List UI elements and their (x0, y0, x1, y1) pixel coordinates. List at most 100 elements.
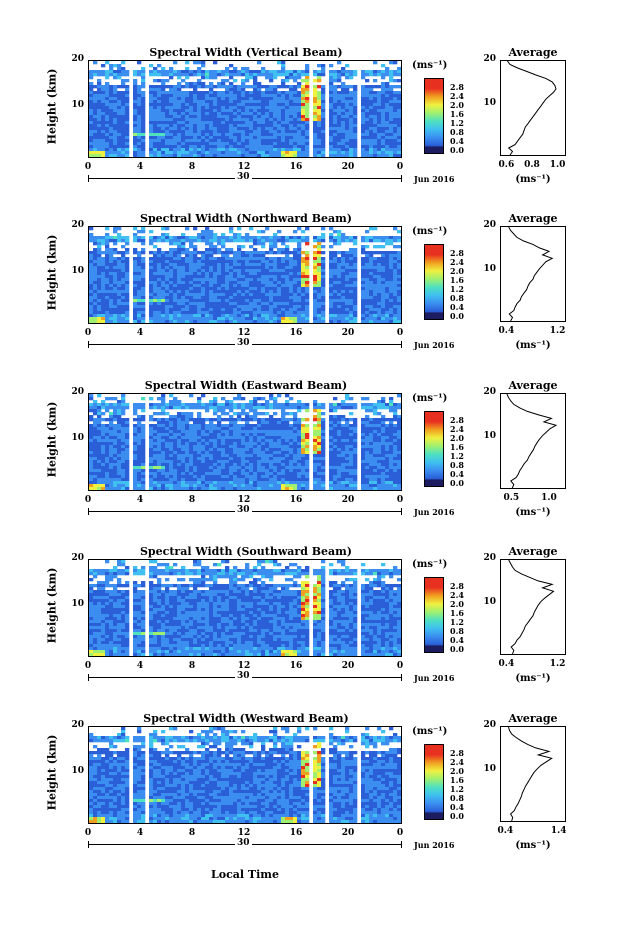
colorbar-unit: (ms⁻¹) (412, 226, 448, 237)
y-axis-label: Height (km) (45, 734, 59, 811)
average-y-tick-label: 10 (483, 264, 496, 274)
average-y-tick-label: 20 (483, 553, 496, 563)
average-unit: (ms⁻¹) (515, 840, 551, 851)
colorbar-tick-label: 2.8 (450, 748, 464, 758)
average-profile-line (506, 393, 558, 489)
colorbar (424, 244, 444, 320)
x-tick-label: 0 (396, 162, 404, 172)
colorbar-tick-label: 0.4 (450, 802, 464, 812)
heatmap (88, 726, 402, 824)
y-tick-label: 20 (71, 54, 84, 64)
average-plot (500, 559, 566, 655)
chart-panel: Spectral Width (Vertical Beam) Height (km… (0, 46, 624, 218)
average-y-tick-label: 10 (483, 431, 496, 441)
x-tick-label: 4 (136, 828, 144, 838)
x-axis-label: Local Time (211, 868, 279, 881)
average-plot (500, 393, 566, 489)
colorbar-tick-label: 0.8 (450, 293, 464, 303)
average-y-tick-label: 20 (483, 220, 496, 230)
average-y-tick-label: 10 (483, 98, 496, 108)
x-tick-label: 16 (289, 661, 303, 671)
average-y-tick-label: 20 (483, 54, 496, 64)
chart-title: Spectral Width (Northward Beam) (140, 212, 352, 225)
heatmap (88, 393, 402, 491)
x-tick-label: 12 (237, 495, 251, 505)
colorbar-tick-label: 2.0 (450, 599, 464, 609)
x-tick-label: 4 (136, 162, 144, 172)
average-unit: (ms⁻¹) (515, 673, 551, 684)
x-tick-label: 8 (188, 328, 196, 338)
average-x-tick-label: 0.5 (503, 493, 520, 503)
y-tick-label: 10 (71, 766, 84, 776)
x-tick-label: 0 (396, 328, 404, 338)
heatmap (88, 559, 402, 657)
y-axis-label: Height (km) (45, 567, 59, 644)
average-x-tick-label: 1.0 (549, 160, 566, 170)
heatmap-cells (89, 61, 401, 157)
date-label: 30 (235, 671, 252, 681)
colorbar (424, 744, 444, 820)
colorbar-unit: (ms⁻¹) (412, 60, 448, 71)
colorbar-tick-label: 1.2 (450, 784, 464, 794)
colorbar-tick-label: 0.4 (450, 469, 464, 479)
heatmap-cells (89, 560, 401, 656)
colorbar (424, 411, 444, 487)
x-tick-label: 20 (341, 828, 355, 838)
x-tick-label: 0 (396, 828, 404, 838)
colorbar-tick-label: 0.0 (450, 478, 464, 488)
colorbar-tick-label: 2.8 (450, 415, 464, 425)
x-tick-label: 12 (237, 162, 251, 172)
y-tick-label: 20 (71, 220, 84, 230)
y-tick-label: 20 (71, 720, 84, 730)
x-tick-label: 16 (289, 495, 303, 505)
colorbar-tick-label: 0.8 (450, 793, 464, 803)
y-tick-label: 10 (71, 433, 84, 443)
heatmap (88, 60, 402, 158)
average-profile-line (506, 60, 557, 156)
colorbar-tick-label: 2.0 (450, 100, 464, 110)
average-profile (508, 726, 553, 822)
average-plot (500, 726, 566, 822)
average-profile (508, 226, 554, 322)
colorbar-tick-label: 1.2 (450, 284, 464, 294)
month-label: Jun 2016 (414, 507, 455, 517)
average-title: Average (508, 545, 558, 558)
y-tick-label: 20 (71, 387, 84, 397)
x-tick-label: 16 (289, 828, 303, 838)
average-profile (506, 60, 557, 156)
colorbar-tick-label: 1.2 (450, 118, 464, 128)
colorbar-tick-label: 2.0 (450, 433, 464, 443)
colorbar-unit: (ms⁻¹) (412, 726, 448, 737)
heatmap (88, 226, 402, 324)
x-tick-label: 16 (289, 328, 303, 338)
average-profile (506, 393, 558, 489)
x-tick-label: 16 (289, 162, 303, 172)
colorbar-tick-label: 2.4 (450, 91, 464, 101)
average-profile (508, 559, 555, 655)
colorbar-tick-label: 0.8 (450, 127, 464, 137)
date-label: 30 (235, 505, 252, 515)
colorbar-tick-label: 0.0 (450, 811, 464, 821)
y-axis-label-wrap: Height (km) (42, 393, 62, 491)
chart-panel: Spectral Width (Eastward Beam) Height (km… (0, 379, 624, 551)
colorbar-tick-label: 0.0 (450, 311, 464, 321)
colorbar (424, 577, 444, 653)
average-unit: (ms⁻¹) (515, 174, 551, 185)
y-axis-label-wrap: Height (km) (42, 726, 62, 824)
x-tick-label: 8 (188, 828, 196, 838)
x-tick-label: 4 (136, 661, 144, 671)
colorbar-tick-label: 1.6 (450, 275, 464, 285)
x-tick-label: 20 (341, 495, 355, 505)
average-x-tick-label: 0.4 (498, 326, 515, 336)
average-y-tick-label: 10 (483, 764, 496, 774)
colorbar-tick-label: 2.4 (450, 257, 464, 267)
y-tick-label: 10 (71, 266, 84, 276)
average-y-tick-label: 20 (483, 387, 496, 397)
average-y-tick-label: 20 (483, 720, 496, 730)
colorbar-tick-label: 0.4 (450, 302, 464, 312)
colorbar-unit: (ms⁻¹) (412, 393, 448, 404)
chart-panel: Spectral Width (Westward Beam) Height (km… (0, 712, 624, 884)
x-tick-label: 20 (341, 162, 355, 172)
month-label: Jun 2016 (414, 174, 455, 184)
y-tick-label: 10 (71, 100, 84, 110)
